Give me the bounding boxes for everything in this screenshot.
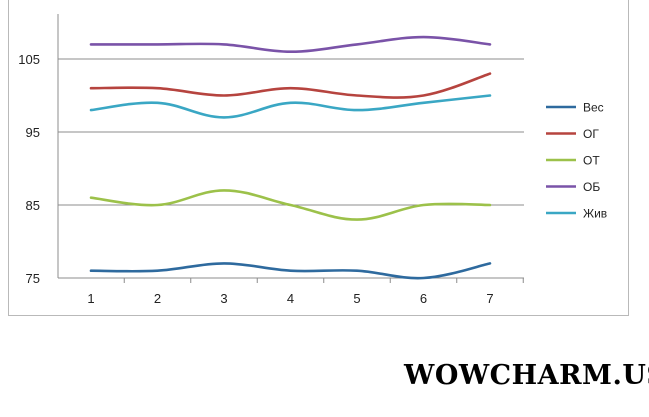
x-tick-label: 6 [420,291,427,306]
x-tick-label: 5 [353,291,360,306]
x-tick-label: 3 [220,291,227,306]
series-line-ОБ [89,35,492,53]
series-line-ОГ [89,72,492,99]
legend-label: Жив [583,207,607,221]
x-tick-label: 1 [87,291,94,306]
watermark-logo: WOWCHARM.US [404,360,649,391]
legend-label: ОТ [583,154,600,168]
x-tick-label: 4 [287,291,294,306]
y-tick-label: 95 [26,125,40,140]
legend-label: ОБ [583,180,600,194]
x-tick-label: 2 [154,291,161,306]
series-line-ОТ [89,189,492,221]
series-lines [89,35,492,280]
series-line-Вес [89,262,492,280]
y-tick-label: 75 [26,271,40,286]
axes: 75 85 95 105 1 2 3 4 5 6 7 [18,14,524,306]
legend: Вес ОГ ОТ ОБ Жив [546,101,607,221]
x-tick-label: 7 [486,291,493,306]
y-tick-label: 105 [18,52,40,67]
legend-label: Вес [583,101,604,115]
legend-label: ОГ [583,127,599,141]
y-tick-label: 85 [26,198,40,213]
series-line-Жив [89,94,492,119]
chart-frame [8,0,629,316]
gridlines [58,58,524,206]
